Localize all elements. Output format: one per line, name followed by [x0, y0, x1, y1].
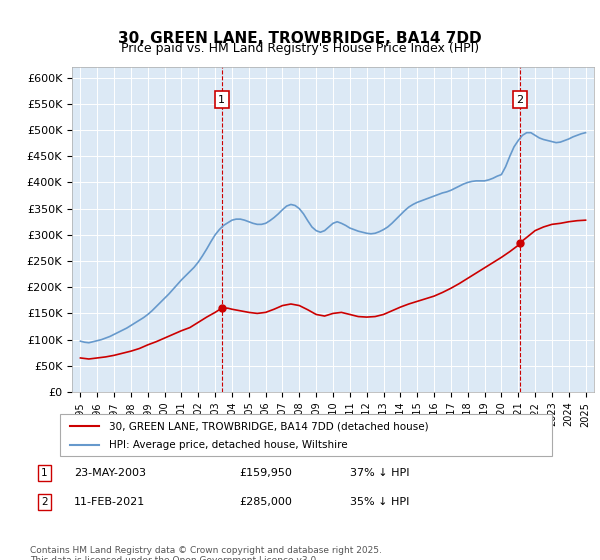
Text: 2: 2	[41, 497, 47, 507]
Text: 11-FEB-2021: 11-FEB-2021	[74, 497, 145, 507]
Text: Price paid vs. HM Land Registry's House Price Index (HPI): Price paid vs. HM Land Registry's House …	[121, 42, 479, 55]
Text: 1: 1	[218, 95, 225, 105]
FancyBboxPatch shape	[60, 414, 552, 456]
Text: 1: 1	[41, 468, 47, 478]
Text: Contains HM Land Registry data © Crown copyright and database right 2025.
This d: Contains HM Land Registry data © Crown c…	[30, 546, 382, 560]
Text: 35% ↓ HPI: 35% ↓ HPI	[350, 497, 410, 507]
Text: 23-MAY-2003: 23-MAY-2003	[74, 468, 146, 478]
Text: 37% ↓ HPI: 37% ↓ HPI	[350, 468, 410, 478]
Text: 2: 2	[517, 95, 524, 105]
Text: 30, GREEN LANE, TROWBRIDGE, BA14 7DD: 30, GREEN LANE, TROWBRIDGE, BA14 7DD	[118, 31, 482, 46]
Text: £285,000: £285,000	[240, 497, 293, 507]
Text: £159,950: £159,950	[240, 468, 293, 478]
Text: 30, GREEN LANE, TROWBRIDGE, BA14 7DD (detached house): 30, GREEN LANE, TROWBRIDGE, BA14 7DD (de…	[109, 421, 429, 431]
Text: HPI: Average price, detached house, Wiltshire: HPI: Average price, detached house, Wilt…	[109, 440, 348, 450]
